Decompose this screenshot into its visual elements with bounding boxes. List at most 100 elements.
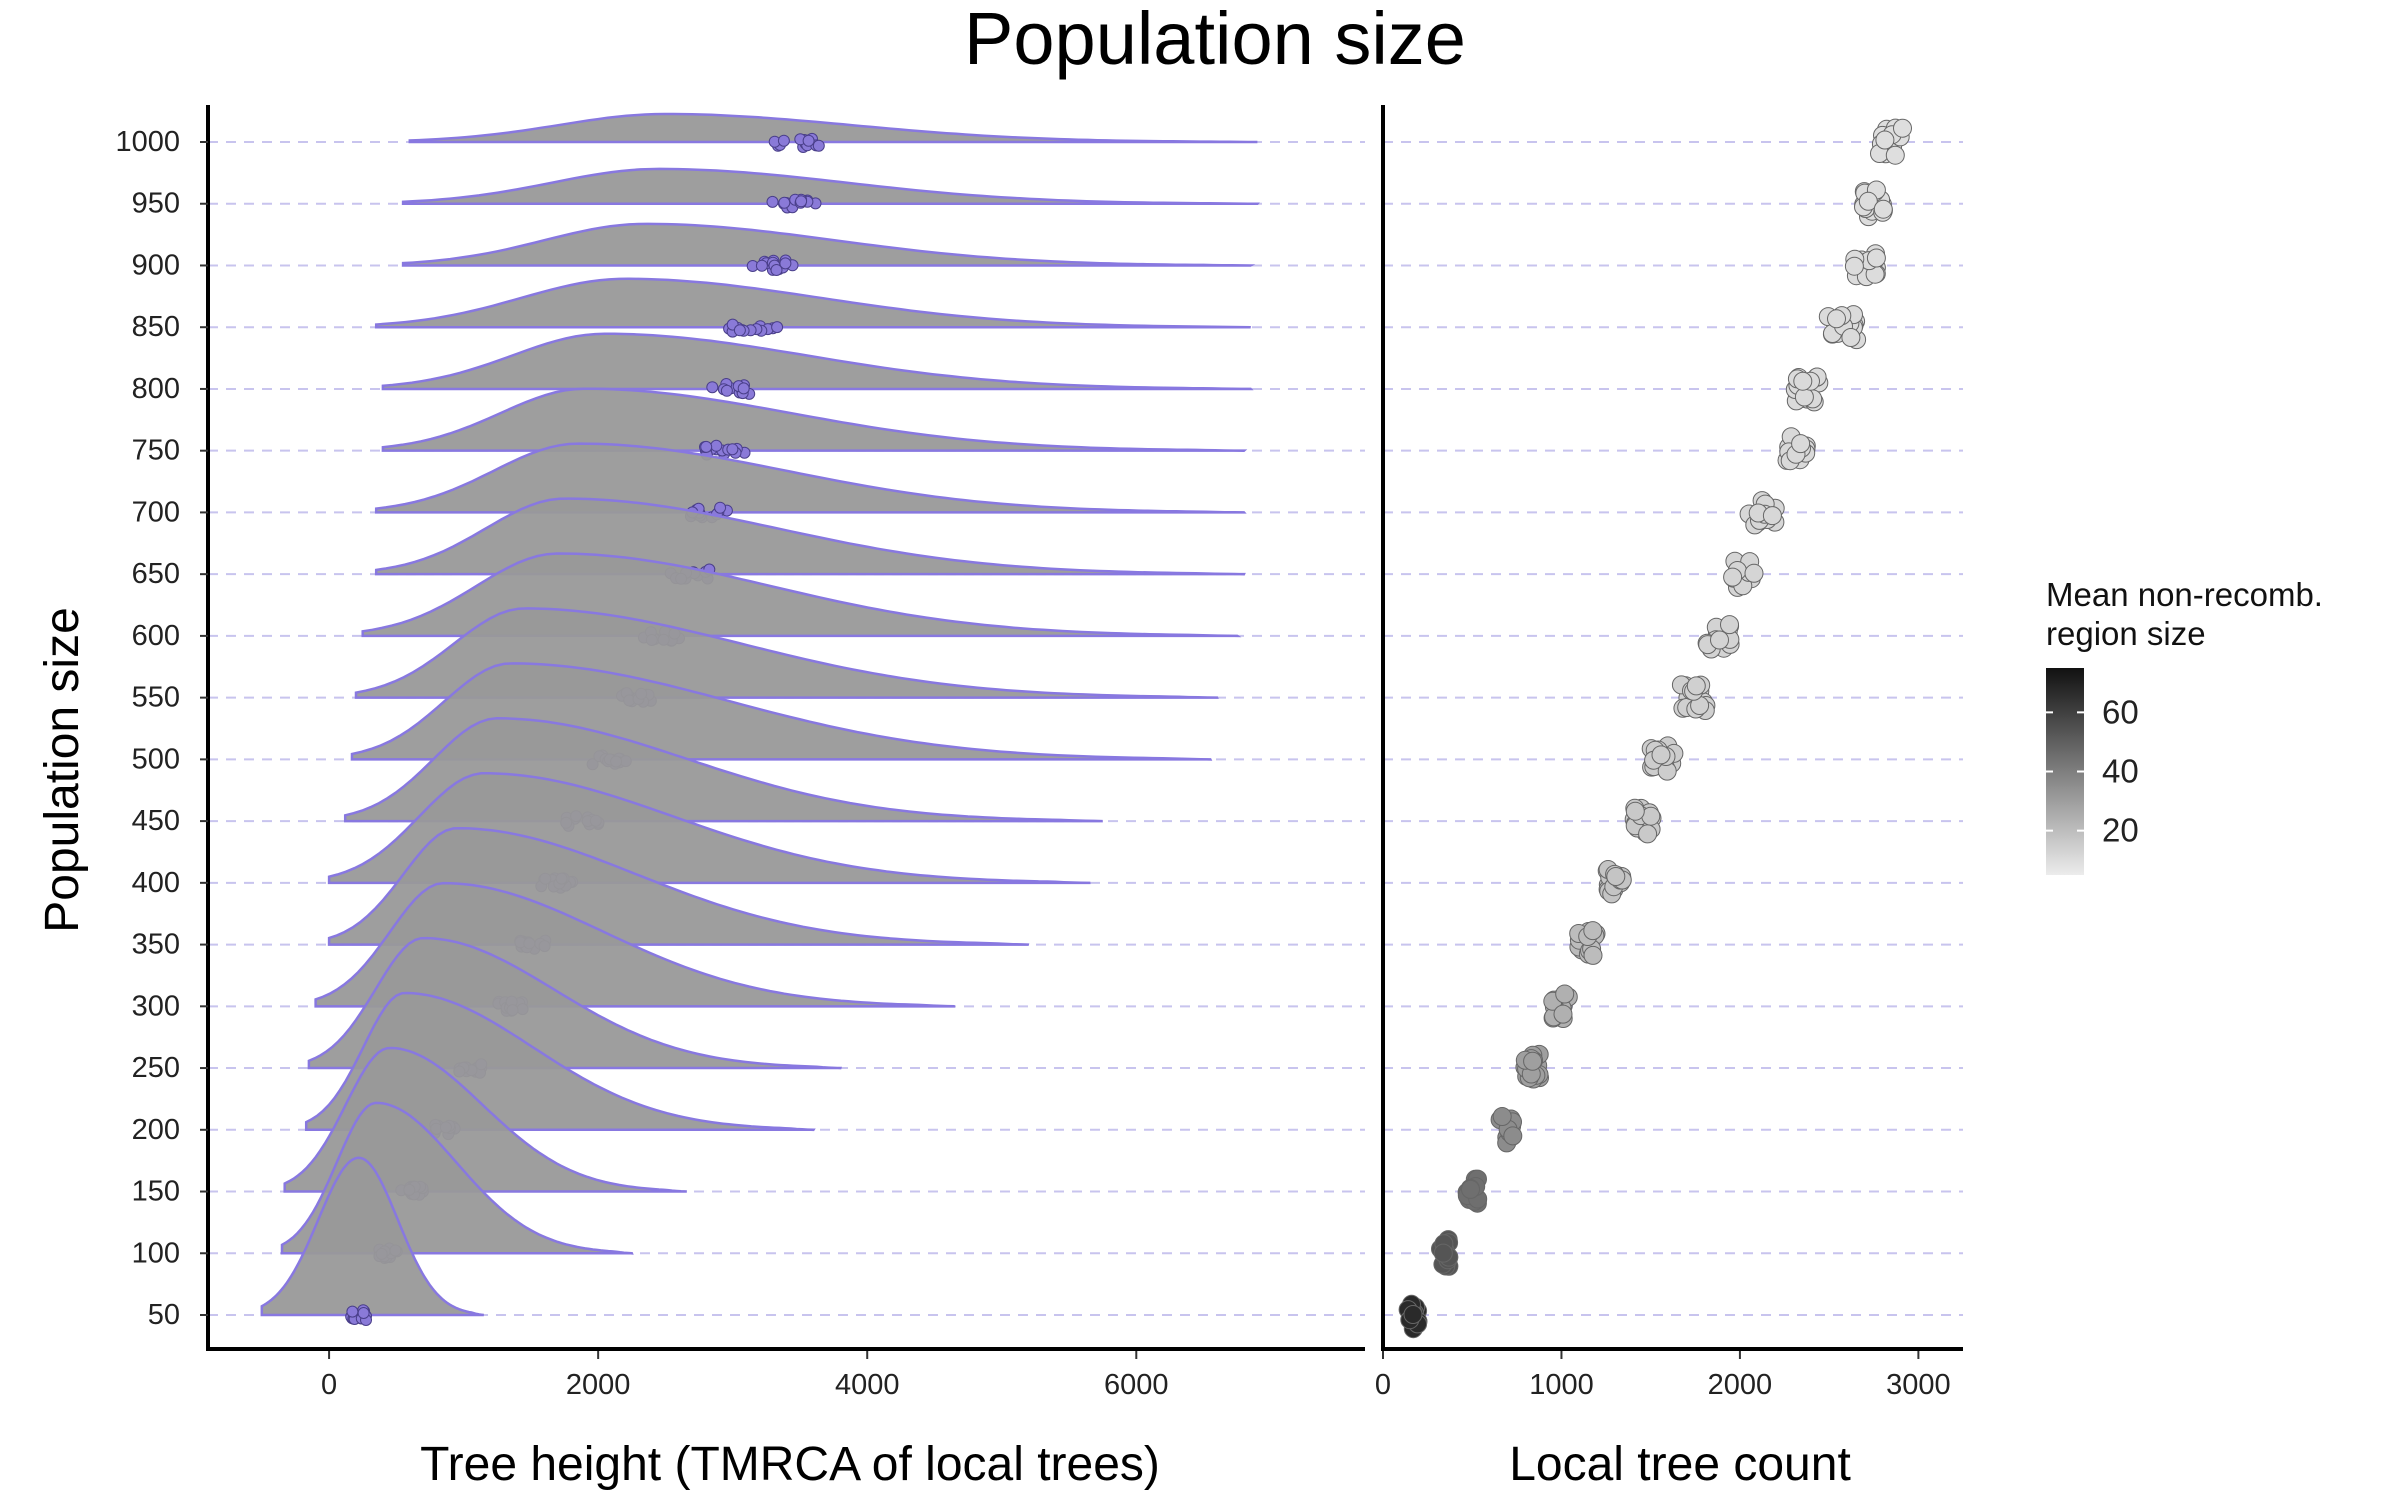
y-tick-label: 400	[132, 867, 180, 899]
color-legend: Mean non-recomb.region size 20 40 60	[2046, 576, 2323, 875]
ridgeline-panel: 0 2000 4000 6000 50 100 150 200 250 300 350 400 450 5…	[115, 105, 1365, 1401]
y-tick-label: 50	[148, 1299, 180, 1331]
tmrca-point	[733, 324, 746, 337]
tmrca-point	[812, 139, 825, 152]
legend-tick-label: 40	[2102, 753, 2139, 790]
tree-count-point	[1523, 1051, 1543, 1071]
tree-count-point	[1433, 1243, 1453, 1263]
tmrca-point	[706, 381, 719, 394]
tree-count-point	[1555, 984, 1575, 1004]
tmrca-point	[710, 439, 723, 452]
tmrca-point	[766, 195, 779, 208]
tree-count-point	[1893, 118, 1912, 138]
legend-tick-label: 20	[2102, 812, 2139, 849]
ridge-850	[374, 277, 1251, 329]
tree-count-point	[1793, 371, 1813, 391]
y-tick-label: 250	[132, 1052, 180, 1084]
tree-count-point	[1503, 1126, 1523, 1146]
tree-count-point	[1553, 1004, 1573, 1024]
x-tick-label-left: 0	[321, 1369, 337, 1401]
y-tick-label: 150	[132, 1176, 180, 1208]
tmrca-point	[700, 440, 713, 453]
tree-count-point	[1844, 256, 1864, 276]
tree-count-point	[1606, 867, 1626, 886]
legend-title-line2: region size	[2046, 615, 2206, 652]
tree-count-point	[1720, 615, 1739, 635]
y-tick-label: 350	[132, 929, 180, 961]
tmrca-point	[802, 134, 815, 147]
y-axis-title: Population size	[36, 607, 89, 933]
y-tick-label: 200	[132, 1114, 180, 1146]
tmrca-point	[714, 501, 727, 514]
y-tick-label: 1000	[115, 126, 180, 158]
x-axis-title-left: Tree height (TMRCA of local trees)	[420, 1438, 1160, 1491]
y-tick-label: 900	[132, 249, 180, 281]
ridge-50	[260, 1156, 484, 1317]
tmrca-point	[777, 134, 790, 147]
y-tick-label: 750	[132, 435, 180, 467]
tree-count-point	[1403, 1305, 1423, 1324]
ridge-700	[374, 442, 1247, 514]
ridge-950	[401, 167, 1261, 205]
tmrca-point	[795, 195, 808, 208]
x-tick-label-left: 6000	[1104, 1369, 1169, 1401]
tree-count-point	[1744, 563, 1764, 583]
y-tick-label: 500	[132, 743, 180, 775]
tmrca-point	[771, 321, 784, 334]
tree-count-point	[1583, 921, 1603, 941]
tree-count-point	[1827, 309, 1846, 329]
y-tick-label: 850	[132, 311, 180, 343]
tree-count-point	[1762, 506, 1782, 526]
legend-title-line1: Mean non-recomb.	[2046, 576, 2323, 613]
tmrca-point	[737, 382, 750, 395]
x-tick-label-right: 0	[1375, 1369, 1391, 1401]
x-axis-title-right: Local tree count	[1509, 1438, 1851, 1491]
y-tick-label: 600	[132, 620, 180, 652]
y-tick-label: 700	[132, 496, 180, 528]
tree-count-point	[1625, 801, 1645, 821]
tmrca-point	[755, 259, 768, 272]
y-tick-label: 300	[132, 990, 180, 1022]
x-tick-label-right: 1000	[1529, 1369, 1594, 1401]
y-tick-label: 100	[132, 1237, 180, 1269]
tree-count-point	[1461, 1179, 1480, 1199]
tmrca-point	[779, 257, 792, 270]
tree-count-point	[1858, 191, 1878, 211]
y-tick-label: 550	[132, 682, 180, 714]
tree-count-point	[1638, 824, 1658, 844]
tree-count-point	[1885, 145, 1905, 165]
y-tick-label: 950	[132, 188, 180, 220]
tree-count-point	[1492, 1107, 1512, 1126]
x-tick-label-left: 4000	[835, 1369, 900, 1401]
tree-count-point	[1794, 387, 1814, 407]
ridge-800	[381, 332, 1254, 391]
ridge-900	[401, 222, 1252, 267]
legend-tick-label: 60	[2102, 693, 2139, 730]
tree-count-point	[1875, 130, 1895, 150]
y-tick-label: 800	[132, 373, 180, 405]
tree-count-point	[1873, 199, 1893, 219]
tree-count-point	[1710, 630, 1729, 650]
tmrca-point	[720, 384, 733, 397]
x-tick-label-right: 3000	[1886, 1369, 1951, 1401]
tmrca-point	[346, 1305, 359, 1318]
tmrca-point	[357, 1307, 370, 1319]
x-tick-label-left: 2000	[566, 1369, 631, 1401]
tree-count-point	[1686, 676, 1706, 696]
x-tick-label-right: 2000	[1708, 1369, 1773, 1401]
tree-count-point	[1651, 745, 1671, 765]
chart-title: Population size	[964, 0, 1466, 80]
tree-count-point	[1866, 248, 1886, 268]
y-tick-label: 450	[132, 805, 180, 837]
y-tick-label: 650	[132, 558, 180, 590]
tmrca-point	[770, 264, 783, 276]
ridge-750	[381, 387, 1248, 452]
tree-count-point	[1841, 328, 1861, 347]
tree-count-point	[1723, 567, 1743, 587]
tmrca-point	[778, 196, 791, 209]
ridge-1000	[408, 112, 1258, 144]
tree-count-point	[1791, 434, 1811, 454]
scatter-panel: 0 1000 2000 3000	[1375, 105, 1963, 1401]
tree-count-point	[1583, 945, 1603, 965]
